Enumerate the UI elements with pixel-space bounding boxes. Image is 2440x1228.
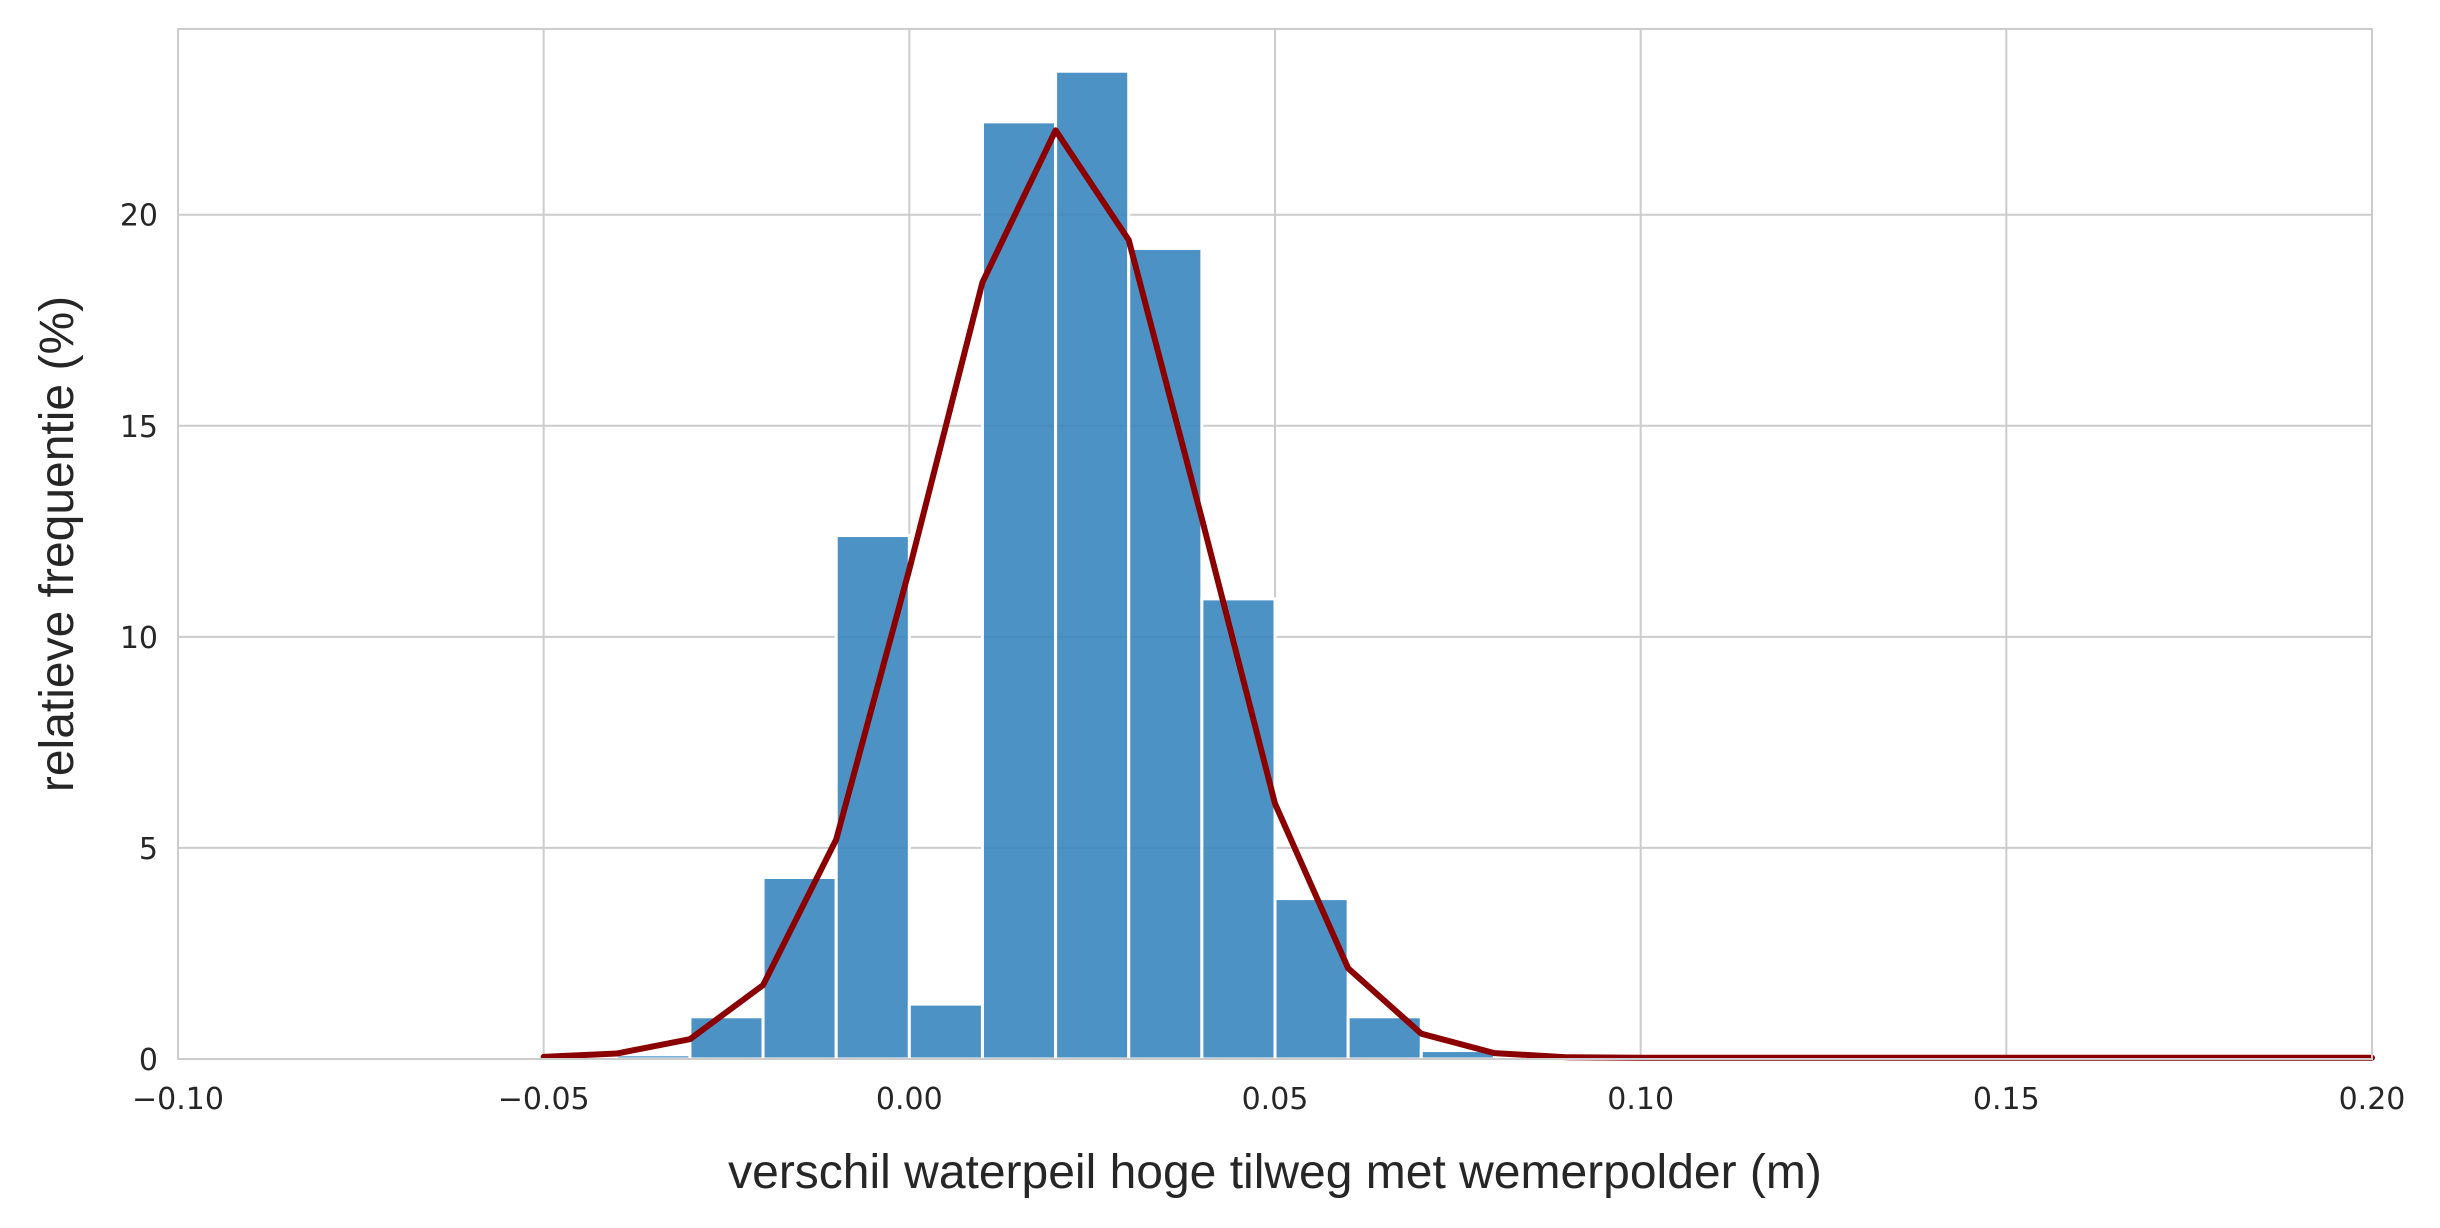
y-tick-label: 20 xyxy=(120,199,158,234)
y-tick-label: 0 xyxy=(139,1043,158,1078)
x-axis-label: verschil waterpeil hoge tilweg met wemer… xyxy=(728,1146,1822,1199)
histogram-bar-5 xyxy=(980,120,1058,1061)
y-tick-label: 15 xyxy=(120,410,158,445)
y-axis-label: relatieve frequentie (%) xyxy=(31,296,84,792)
histogram-bars xyxy=(615,69,1496,1061)
histogram-bar-1 xyxy=(688,1015,765,1061)
x-tick-label: 0.00 xyxy=(876,1082,943,1117)
plot-frame xyxy=(177,28,2373,1060)
x-tick-label: 0.05 xyxy=(1242,1082,1309,1117)
y-tick-label: 10 xyxy=(120,621,158,656)
density-line xyxy=(540,127,2375,1061)
y-tick-label: 5 xyxy=(139,832,158,867)
x-tick-label: 0.20 xyxy=(2339,1082,2406,1117)
x-tick-label: −0.10 xyxy=(132,1082,224,1117)
x-tick-labels: −0.10 −0.05 0.00 0.05 0.10 0.15 0.20 xyxy=(132,1082,2405,1117)
histogram-bar-9 xyxy=(1273,897,1350,1061)
x-tick-label: 0.15 xyxy=(1973,1082,2040,1117)
histogram-bar-4 xyxy=(907,1002,984,1061)
x-tick-label: 0.10 xyxy=(1607,1082,1674,1117)
density-line-path xyxy=(540,127,2375,1061)
histogram-bar-6 xyxy=(1054,69,1131,1061)
y-tick-labels: 0 5 10 15 20 xyxy=(120,199,158,1078)
histogram-bar-8 xyxy=(1200,597,1277,1061)
x-tick-label: −0.05 xyxy=(498,1082,590,1117)
